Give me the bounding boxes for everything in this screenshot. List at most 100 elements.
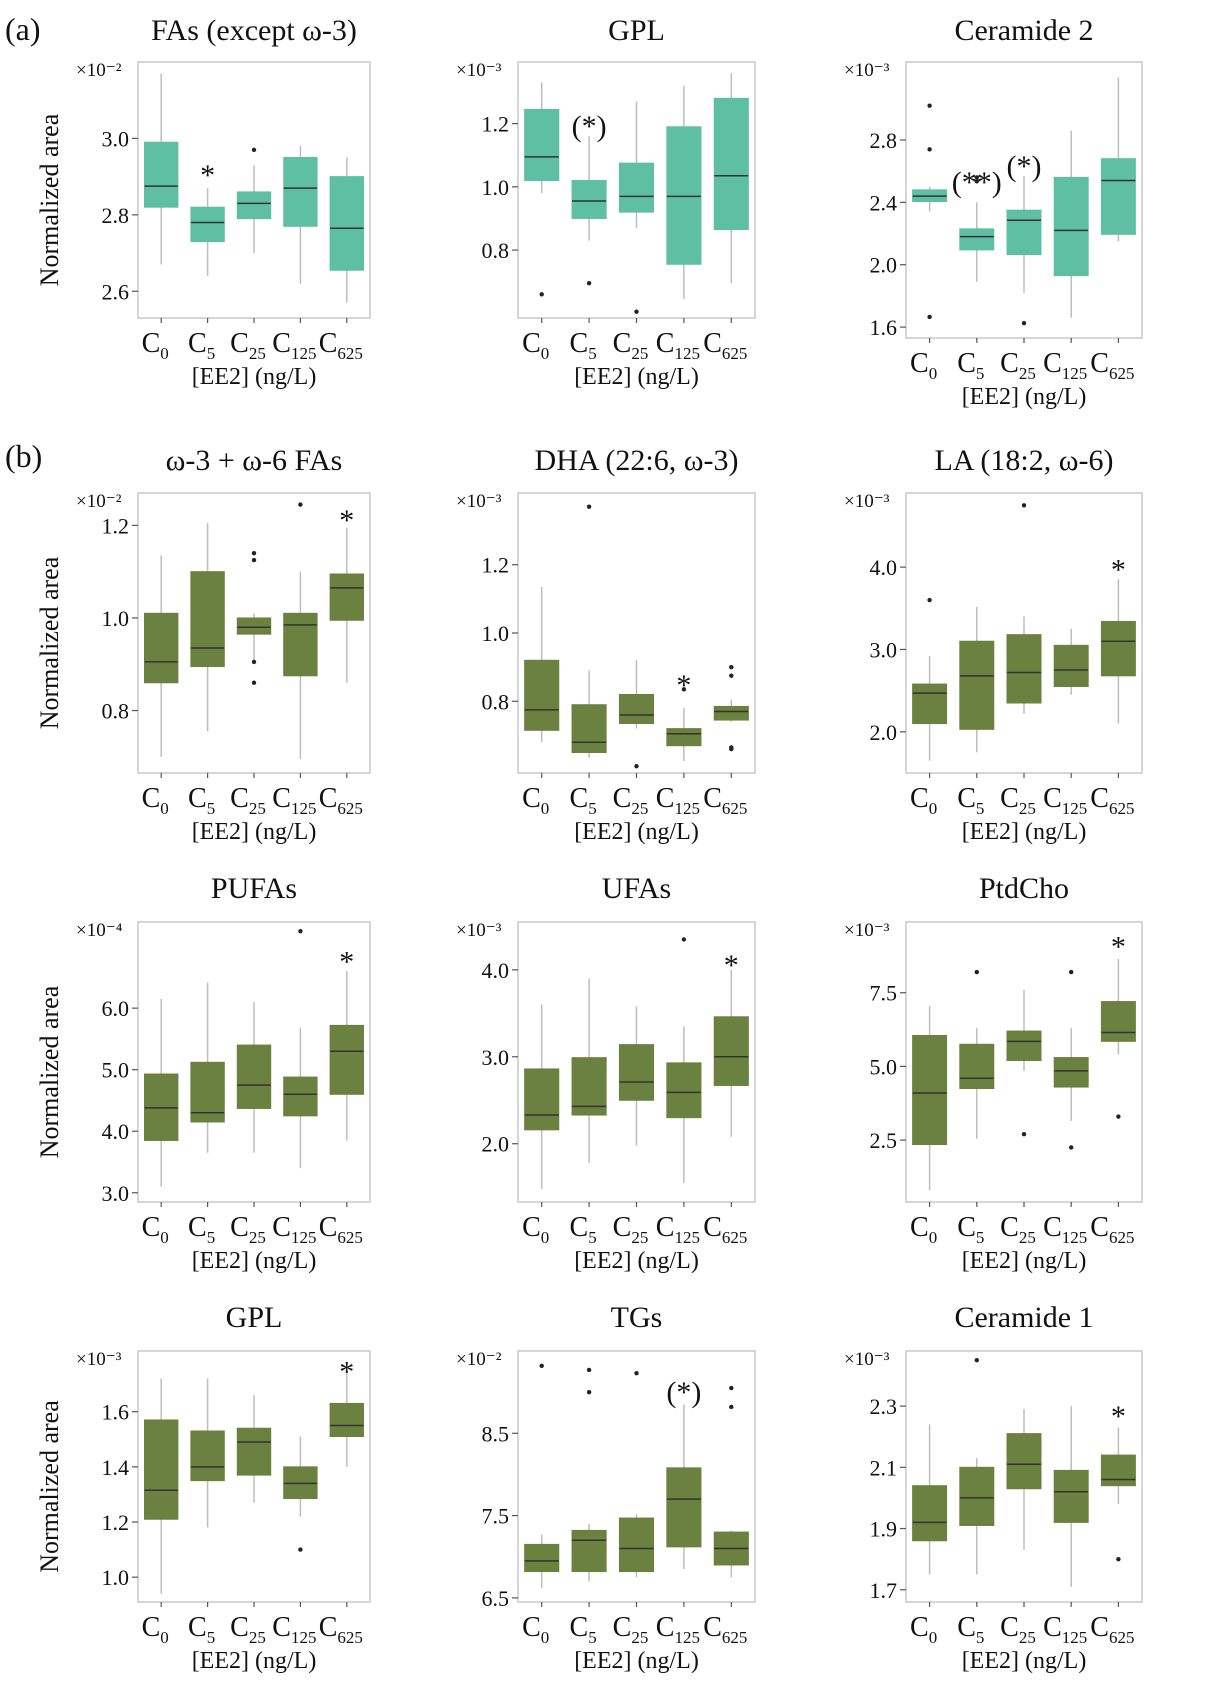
y-tick-label: 2.1 <box>870 1455 898 1480</box>
x-tick-label: C625 <box>1090 1212 1134 1247</box>
y-tick-label: 7.5 <box>482 1504 510 1529</box>
x-axis-label: [EE2] (ng/L) <box>574 1648 699 1674</box>
box-C0 <box>143 73 179 265</box>
chart-title: Ceramide 2 <box>954 14 1093 47</box>
chart-title: GPL <box>226 1301 283 1334</box>
significance-marker: (*) <box>572 110 607 143</box>
significance-marker: * <box>724 949 739 982</box>
significance-marker: * <box>676 669 691 702</box>
x-tick-label: C625 <box>703 328 747 363</box>
box-body <box>524 1543 560 1573</box>
outlier-point <box>586 1389 592 1395</box>
significance-marker: (*) <box>1007 150 1042 183</box>
box-body <box>329 573 365 621</box>
box-body <box>1100 1001 1136 1042</box>
x-tick-label: C0 <box>522 1612 549 1647</box>
y-tick-label: 2.3 <box>870 1394 898 1419</box>
box-C25 <box>236 147 272 254</box>
box-C125 <box>1053 130 1089 318</box>
x-tick-label: C25 <box>1000 1612 1036 1647</box>
y-tick-label: 2.0 <box>482 1132 510 1157</box>
y-tick-label: 1.2 <box>102 513 130 538</box>
box-body <box>1053 176 1089 277</box>
y-tick-label: 1.2 <box>482 553 510 578</box>
y-tick-label: 1.0 <box>482 175 510 200</box>
box-C125 <box>666 937 702 1183</box>
panel-label-a: (a) <box>5 11 41 47</box>
x-axis-label: [EE2] (ng/L) <box>574 364 699 390</box>
outlier-point <box>586 1367 592 1373</box>
box-C25 <box>1006 989 1042 1137</box>
y-tick-label: 1.2 <box>482 112 510 137</box>
x-tick-label: C125 <box>1043 1612 1087 1647</box>
outlier-point <box>298 502 303 507</box>
y-tick-label: 2.5 <box>870 1128 898 1153</box>
box-C5 <box>190 523 225 732</box>
outlier-point <box>1021 1132 1027 1137</box>
y-tick-label: 1.9 <box>870 1517 898 1542</box>
x-tick-label: C0 <box>522 783 549 818</box>
box-C125 <box>666 85 702 300</box>
box-body <box>143 1419 179 1520</box>
x-tick-label: C0 <box>522 328 549 363</box>
box-body <box>283 1076 318 1117</box>
y-tick-label: 4.0 <box>102 1119 130 1144</box>
x-tick-label: C125 <box>272 1612 316 1647</box>
chart-title: TGs <box>611 1301 663 1334</box>
y-tick-label: 1.6 <box>102 1400 130 1425</box>
box-body <box>713 1016 749 1086</box>
x-tick-label: C25 <box>613 1212 649 1247</box>
y-tick-label: 1.0 <box>102 606 130 631</box>
box-C0 <box>524 1004 560 1189</box>
box-body <box>618 1044 655 1101</box>
box-C625 <box>713 969 749 1137</box>
box-C625 <box>713 664 749 752</box>
box-body <box>236 1044 272 1109</box>
box-body <box>959 228 995 251</box>
y-tick-label: 4.0 <box>870 555 898 580</box>
x-tick-label: C625 <box>1090 1612 1134 1647</box>
box-body <box>666 728 702 747</box>
outlier-point <box>1116 1556 1121 1562</box>
x-tick-label: C5 <box>188 783 215 818</box>
outlier-point <box>1021 320 1027 326</box>
significance-marker: * <box>339 1356 354 1389</box>
x-tick-label: C625 <box>1090 348 1134 383</box>
chart-title: FAs (except ω-3) <box>151 14 357 47</box>
box-C625 <box>1100 579 1136 724</box>
x-tick-label: C25 <box>230 328 266 363</box>
x-axis-label: [EE2] (ng/L) <box>962 1648 1087 1674</box>
box-C0 <box>912 1424 948 1575</box>
box-C0 <box>524 82 560 297</box>
box-C25 <box>236 1002 272 1153</box>
box-C5 <box>959 175 995 282</box>
outlier-point <box>681 687 687 692</box>
significance-marker: * <box>1111 1400 1126 1433</box>
chart-5: DHA (22:6, ω-3) ×10⁻³ 0.8 1.0 1.2 * C0 C5 C25 C12… <box>456 444 756 845</box>
chart-1: FAs (except ω-3) ×10⁻² 2.6 2.8 3.0 Normalized… <box>35 14 371 390</box>
x-tick-label: C0 <box>142 1212 169 1247</box>
box-body <box>1006 1433 1042 1490</box>
box-body <box>236 617 272 635</box>
outlier-point <box>539 292 544 297</box>
x-tick-label: C25 <box>230 1212 266 1247</box>
y-tick-label: 2.6 <box>102 279 130 304</box>
box-body <box>571 1529 607 1573</box>
box-C125 <box>1053 969 1089 1150</box>
outlier-point <box>298 929 303 934</box>
outlier-point <box>251 557 257 563</box>
box-C0 <box>143 555 179 757</box>
outlier-point <box>586 281 592 286</box>
x-tick-label: C625 <box>319 1212 363 1247</box>
x-tick-label: C625 <box>319 783 363 818</box>
x-tick-label: C0 <box>910 1212 937 1247</box>
x-axis-label: [EE2] (ng/L) <box>192 1248 317 1274</box>
x-tick-label: C5 <box>188 1212 215 1247</box>
chart-9: PtdCho ×10⁻³ 2.5 5.0 7.5 * C0 C5 C25 C125 C625[EE2… <box>844 872 1143 1274</box>
chart-title: Ceramide 1 <box>954 1301 1093 1334</box>
box-C5 <box>190 1378 225 1528</box>
x-axis-label: [EE2] (ng/L) <box>574 819 699 845</box>
box-body <box>1006 209 1042 256</box>
chart-title: UFAs <box>602 872 671 905</box>
